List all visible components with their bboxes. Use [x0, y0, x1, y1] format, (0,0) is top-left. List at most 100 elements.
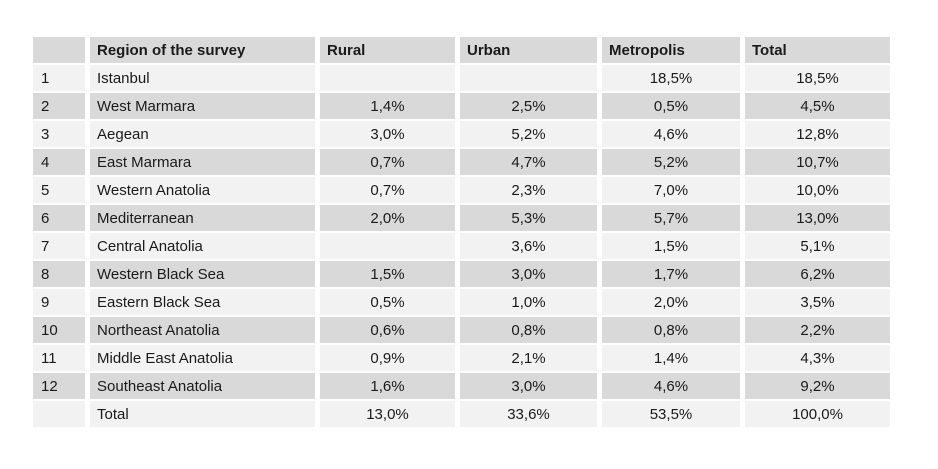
region-name-cell: Aegean — [90, 121, 315, 147]
region-name-cell: Western Anatolia — [90, 177, 315, 203]
rural-value-cell — [320, 65, 455, 91]
urban-value-cell: 4,7% — [460, 149, 597, 175]
table-row: 9 Eastern Black Sea 0,5% 1,0% 2,0% 3,5% — [33, 289, 890, 315]
total-value-cell: 9,2% — [745, 373, 890, 399]
table-row: 1 Istanbul 18,5% 18,5% — [33, 65, 890, 91]
region-name-cell: Southeast Anatolia — [90, 373, 315, 399]
region-name-cell: Northeast Anatolia — [90, 317, 315, 343]
rural-value-cell: 0,5% — [320, 289, 455, 315]
rural-value-cell: 1,5% — [320, 261, 455, 287]
metropolis-value-cell: 4,6% — [602, 373, 740, 399]
survey-distribution-table: Region of the survey Rural Urban Metropo… — [28, 35, 895, 429]
header-corner-cell — [33, 37, 85, 63]
total-value-cell: 10,0% — [745, 177, 890, 203]
total-value-cell: 6,2% — [745, 261, 890, 287]
urban-value-cell: 3,0% — [460, 261, 597, 287]
rural-value-cell: 1,6% — [320, 373, 455, 399]
metropolis-value-cell: 5,2% — [602, 149, 740, 175]
metropolis-value-cell: 53,5% — [602, 401, 740, 427]
table-row: 8 Western Black Sea 1,5% 3,0% 1,7% 6,2% — [33, 261, 890, 287]
row-number-cell: 6 — [33, 205, 85, 231]
metropolis-value-cell: 1,7% — [602, 261, 740, 287]
table-row: 4 East Marmara 0,7% 4,7% 5,2% 10,7% — [33, 149, 890, 175]
metropolis-value-cell: 1,5% — [602, 233, 740, 259]
urban-value-cell: 2,1% — [460, 345, 597, 371]
table-row: 10 Northeast Anatolia 0,6% 0,8% 0,8% 2,2% — [33, 317, 890, 343]
region-name-cell: Western Black Sea — [90, 261, 315, 287]
row-number-cell: 9 — [33, 289, 85, 315]
table-header-row: Region of the survey Rural Urban Metropo… — [33, 37, 890, 63]
rural-value-cell: 0,7% — [320, 149, 455, 175]
metropolis-value-cell: 5,7% — [602, 205, 740, 231]
table-row: 2 West Marmara 1,4% 2,5% 0,5% 4,5% — [33, 93, 890, 119]
urban-value-cell: 2,5% — [460, 93, 597, 119]
rural-value-cell: 0,9% — [320, 345, 455, 371]
rural-value-cell: 13,0% — [320, 401, 455, 427]
total-value-cell: 4,5% — [745, 93, 890, 119]
rural-value-cell: 0,7% — [320, 177, 455, 203]
row-number-cell: 4 — [33, 149, 85, 175]
row-number-cell: 5 — [33, 177, 85, 203]
header-urban: Urban — [460, 37, 597, 63]
rural-value-cell: 2,0% — [320, 205, 455, 231]
metropolis-value-cell: 18,5% — [602, 65, 740, 91]
row-number-cell: 1 — [33, 65, 85, 91]
row-number-cell — [33, 401, 85, 427]
header-total: Total — [745, 37, 890, 63]
total-value-cell: 18,5% — [745, 65, 890, 91]
metropolis-value-cell: 0,5% — [602, 93, 740, 119]
total-value-cell: 3,5% — [745, 289, 890, 315]
urban-value-cell: 1,0% — [460, 289, 597, 315]
metropolis-value-cell: 0,8% — [602, 317, 740, 343]
total-value-cell: 13,0% — [745, 205, 890, 231]
metropolis-value-cell: 1,4% — [602, 345, 740, 371]
urban-value-cell: 3,6% — [460, 233, 597, 259]
urban-value-cell: 0,8% — [460, 317, 597, 343]
metropolis-value-cell: 2,0% — [602, 289, 740, 315]
region-name-cell: Istanbul — [90, 65, 315, 91]
row-number-cell: 11 — [33, 345, 85, 371]
region-name-cell: Middle East Anatolia — [90, 345, 315, 371]
urban-value-cell: 5,3% — [460, 205, 597, 231]
region-name-cell: West Marmara — [90, 93, 315, 119]
table-row: 12 Southeast Anatolia 1,6% 3,0% 4,6% 9,2% — [33, 373, 890, 399]
table-row: 3 Aegean 3,0% 5,2% 4,6% 12,8% — [33, 121, 890, 147]
metropolis-value-cell: 4,6% — [602, 121, 740, 147]
table-body: 1 Istanbul 18,5% 18,5% 2 West Marmara 1,4% 2,5%… — [33, 65, 890, 427]
urban-value-cell: 2,3% — [460, 177, 597, 203]
urban-value-cell — [460, 65, 597, 91]
table-row: 6 Mediterranean 2,0% 5,3% 5,7% 13,0% — [33, 205, 890, 231]
region-name-cell: Total — [90, 401, 315, 427]
table-row: Total 13,0% 33,6% 53,5% 100,0% — [33, 401, 890, 427]
row-number-cell: 7 — [33, 233, 85, 259]
row-number-cell: 8 — [33, 261, 85, 287]
row-number-cell: 2 — [33, 93, 85, 119]
metropolis-value-cell: 7,0% — [602, 177, 740, 203]
total-value-cell: 2,2% — [745, 317, 890, 343]
header-rural: Rural — [320, 37, 455, 63]
rural-value-cell: 1,4% — [320, 93, 455, 119]
total-value-cell: 100,0% — [745, 401, 890, 427]
urban-value-cell: 3,0% — [460, 373, 597, 399]
table-row: 5 Western Anatolia 0,7% 2,3% 7,0% 10,0% — [33, 177, 890, 203]
rural-value-cell — [320, 233, 455, 259]
region-name-cell: Mediterranean — [90, 205, 315, 231]
row-number-cell: 10 — [33, 317, 85, 343]
row-number-cell: 3 — [33, 121, 85, 147]
region-name-cell: Eastern Black Sea — [90, 289, 315, 315]
region-name-cell: Central Anatolia — [90, 233, 315, 259]
total-value-cell: 10,7% — [745, 149, 890, 175]
total-value-cell: 5,1% — [745, 233, 890, 259]
header-region-of-the-survey: Region of the survey — [90, 37, 315, 63]
rural-value-cell: 3,0% — [320, 121, 455, 147]
table-row: 7 Central Anatolia 3,6% 1,5% 5,1% — [33, 233, 890, 259]
row-number-cell: 12 — [33, 373, 85, 399]
total-value-cell: 4,3% — [745, 345, 890, 371]
urban-value-cell: 33,6% — [460, 401, 597, 427]
urban-value-cell: 5,2% — [460, 121, 597, 147]
header-metropolis: Metropolis — [602, 37, 740, 63]
total-value-cell: 12,8% — [745, 121, 890, 147]
table-row: 11 Middle East Anatolia 0,9% 2,1% 1,4% 4,3% — [33, 345, 890, 371]
region-name-cell: East Marmara — [90, 149, 315, 175]
